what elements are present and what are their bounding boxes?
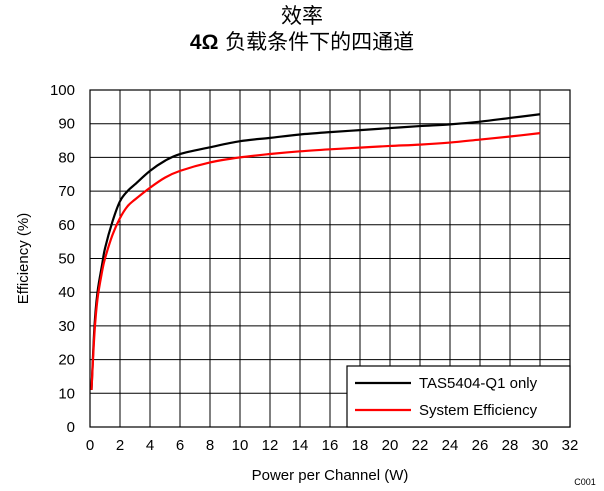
- x-tick-label: 30: [532, 437, 549, 454]
- tick-labels: 0 2 4 6 8 10 12 14 16 18 20 22 24 26 28 30 3201020304050…: [50, 82, 578, 454]
- plot-frame: [89, 89, 571, 428]
- x-tick-label: 12: [262, 437, 279, 454]
- legend: TAS5404-Q1 only System Efficiency: [346, 365, 571, 428]
- x-tick-label: 2: [116, 437, 124, 454]
- x-tick-label: 8: [206, 437, 214, 454]
- x-tick-label: 14: [292, 437, 309, 454]
- chart-title: 效率: [281, 4, 323, 28]
- x-tick-label: 22: [412, 437, 429, 454]
- legend-label: TAS5404-Q1 only: [419, 375, 538, 392]
- chart-subtitle-text: 负载条件下的四通道: [218, 30, 415, 54]
- y-tick-label: 30: [58, 318, 75, 335]
- x-tick-label: 24: [442, 437, 459, 454]
- chart-subtitle: 4Ω 负载条件下的四通道: [0, 30, 604, 55]
- y-tick-label: 60: [58, 217, 75, 234]
- figure-code: C001: [574, 477, 596, 487]
- y-tick-label: 10: [58, 385, 75, 402]
- x-axis-label: Power per Channel (W): [252, 467, 409, 484]
- y-tick-label: 100: [50, 82, 75, 99]
- x-tick-label: 0: [86, 437, 94, 454]
- y-tick-label: 20: [58, 352, 75, 369]
- y-tick-label: 80: [58, 149, 75, 166]
- x-tick-label: 4: [146, 437, 154, 454]
- x-tick-label: 32: [562, 437, 579, 454]
- chart-subtitle-load: 4Ω: [189, 31, 219, 54]
- x-tick-label: 10: [232, 437, 249, 454]
- y-tick-label: 50: [58, 251, 75, 268]
- series-line-0: [90, 113, 541, 390]
- y-tick-label: 70: [58, 183, 75, 200]
- legend-label: System Efficiency: [419, 402, 538, 419]
- series-layer: [90, 113, 541, 390]
- y-tick-label: 40: [58, 284, 75, 301]
- x-tick-label: 6: [176, 437, 184, 454]
- x-tick-label: 26: [472, 437, 489, 454]
- y-tick-label: 0: [67, 419, 75, 436]
- y-axis-label: Efficiency (%): [15, 213, 32, 304]
- x-tick-label: 20: [382, 437, 399, 454]
- y-tick-label: 90: [58, 116, 75, 133]
- x-tick-label: 28: [502, 437, 519, 454]
- series-line-1: [90, 132, 541, 390]
- x-tick-label: 16: [322, 437, 339, 454]
- legend-box: [346, 365, 571, 428]
- x-tick-label: 18: [352, 437, 369, 454]
